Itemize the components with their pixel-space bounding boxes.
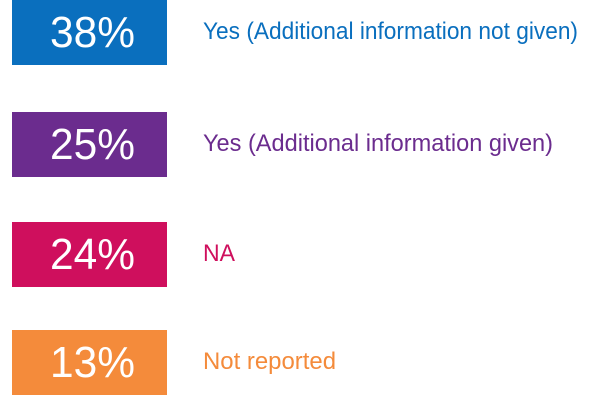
stat-label: Not reported [203, 348, 336, 375]
stat-value: 13% [50, 338, 135, 387]
stat-box [12, 0, 167, 65]
stat-value: 25% [50, 120, 135, 169]
stat-label: NA [203, 240, 235, 267]
stat-box [12, 222, 167, 287]
stat-label: Yes (Additional information not given) [203, 18, 578, 45]
stat-value: 38% [50, 8, 135, 57]
stat-value: 24% [50, 230, 135, 279]
stat-box [12, 330, 167, 395]
stat-label: Yes (Additional information given) [203, 130, 553, 157]
stat-box [12, 112, 167, 177]
